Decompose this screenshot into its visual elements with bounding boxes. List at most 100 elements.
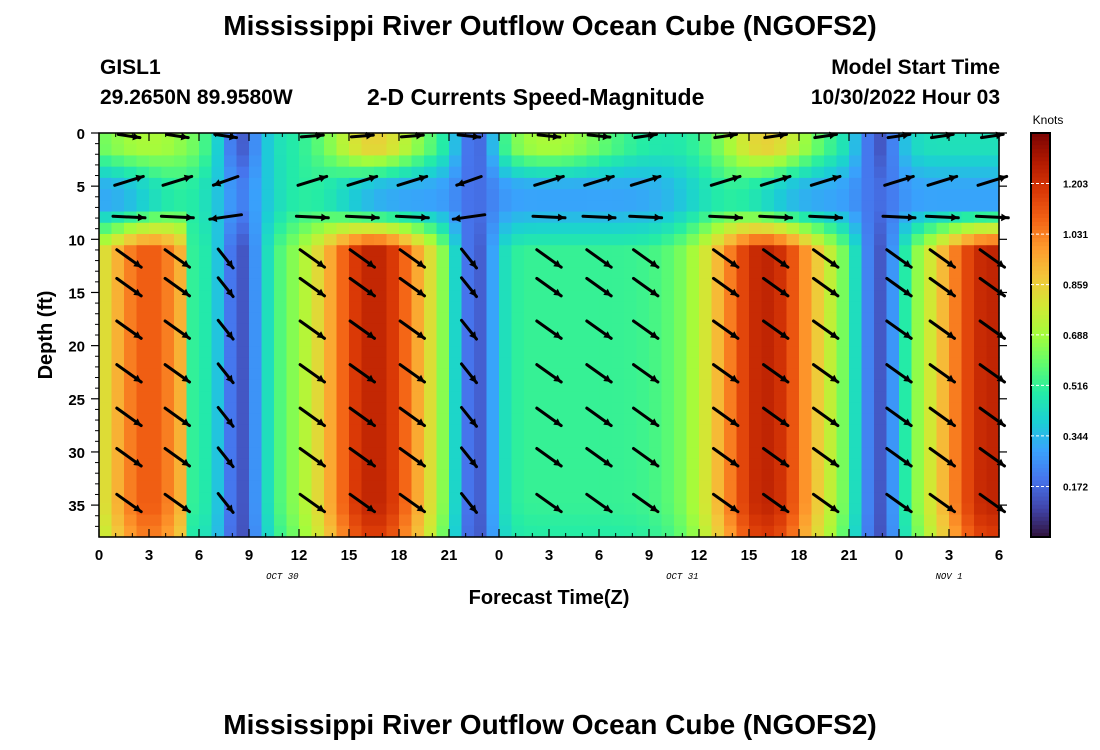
heatmap-cell [486, 413, 500, 426]
heatmap-cell [261, 234, 275, 246]
heatmap-cell [861, 391, 875, 403]
heatmap-cell [961, 245, 975, 258]
heatmap-cell [161, 391, 175, 403]
heatmap-cell [774, 514, 788, 527]
heatmap-cell [711, 379, 725, 392]
heatmap-cell [936, 189, 950, 201]
heatmap-cell [899, 402, 913, 415]
current-arrow [115, 276, 143, 298]
current-arrow [115, 248, 143, 269]
heatmap-cell [399, 413, 413, 426]
heatmap-cell [699, 155, 713, 168]
heatmap-cell [886, 346, 900, 359]
heatmap-cell [524, 480, 538, 493]
heatmap-cell [324, 234, 338, 246]
heatmap-cell [824, 469, 838, 482]
heatmap-cell [374, 267, 388, 280]
heatmap-cell [524, 335, 538, 347]
colorbar-segment [1031, 347, 1050, 352]
current-arrow [216, 247, 235, 270]
heatmap-cell [986, 424, 1000, 437]
heatmap-cell [361, 368, 375, 381]
heatmap-cell [386, 335, 400, 347]
heatmap-cell [749, 189, 763, 201]
heatmap-cell [861, 492, 875, 504]
heatmap-cell [349, 424, 363, 437]
heatmap-cell [374, 357, 388, 370]
heatmap-cell [111, 234, 125, 246]
heatmap-cell [961, 155, 975, 168]
heatmap-cell [774, 177, 788, 190]
heatmap-cell [736, 413, 750, 426]
colorbar-segment [1031, 335, 1050, 340]
heatmap-cell [124, 379, 138, 392]
heatmap-cell [324, 278, 338, 291]
heatmap-cell [961, 514, 975, 527]
heatmap-cell [461, 357, 475, 370]
heatmap-cell [486, 323, 500, 336]
heatmap-cell [174, 335, 188, 347]
colorbar-segment [1031, 153, 1050, 158]
heatmap-cell [99, 301, 113, 314]
heatmap-cell [174, 436, 188, 448]
heatmap-cell [774, 312, 788, 325]
heatmap-cell [636, 323, 650, 336]
heatmap-cell [824, 492, 838, 504]
heatmap-cell [774, 503, 788, 516]
heatmap-cell [99, 357, 113, 370]
heatmap-cell [236, 301, 250, 314]
heatmap-cell [536, 312, 550, 325]
colorbar-segment [1031, 205, 1050, 211]
heatmap-cell [524, 323, 538, 336]
heatmap-cell [749, 514, 763, 527]
heatmap-cell [574, 480, 588, 493]
heatmap-cell [736, 301, 750, 314]
heatmap-cell [436, 290, 450, 302]
current-arrow [460, 446, 478, 469]
current-arrow [812, 363, 840, 384]
heatmap-cell [249, 525, 263, 538]
heatmap-cell [874, 166, 888, 179]
heatmap-cell [436, 144, 450, 157]
heatmap-cell [349, 166, 363, 179]
heatmap-cell [899, 155, 913, 168]
heatmap-cell [474, 144, 488, 157]
heatmap-cell [661, 503, 675, 516]
x-tick-label: 12 [691, 547, 708, 564]
heatmap-cell [586, 402, 600, 415]
heatmap-cell [136, 234, 150, 246]
heatmap-cell [224, 144, 238, 157]
heatmap-cell [624, 503, 638, 516]
heatmap-cell [249, 133, 263, 145]
heatmap-cell [549, 267, 563, 280]
heatmap-cell [336, 391, 350, 403]
heatmap-cell [336, 166, 350, 179]
heatmap-cell [299, 323, 313, 336]
heatmap-cell [661, 267, 675, 280]
heatmap-cell [249, 379, 263, 392]
heatmap-cell [299, 424, 313, 437]
heatmap-cell [599, 267, 613, 280]
heatmap-cell [761, 323, 775, 336]
heatmap-cell [574, 447, 588, 460]
heatmap-cell [686, 436, 700, 448]
heatmap-cell [986, 346, 1000, 359]
heatmap-cell [299, 267, 313, 280]
heatmap-cell [336, 256, 350, 269]
heatmap-cell [174, 402, 188, 415]
heatmap-cell [624, 301, 638, 314]
heatmap-cell [686, 402, 700, 415]
heatmap-cell [111, 189, 125, 201]
current-arrow [298, 363, 326, 384]
heatmap-cell [249, 492, 263, 504]
heatmap-cell [774, 469, 788, 482]
heatmap-cell [224, 166, 238, 179]
heatmap-cell [224, 346, 238, 359]
heatmap-cell [611, 245, 625, 258]
heatmap-cell [199, 447, 213, 460]
heatmap-cell [599, 357, 613, 370]
colorbar-segment [1031, 528, 1050, 534]
heatmap-cell [149, 424, 163, 437]
heatmap-cell [236, 391, 250, 403]
heatmap-cell [274, 525, 288, 538]
